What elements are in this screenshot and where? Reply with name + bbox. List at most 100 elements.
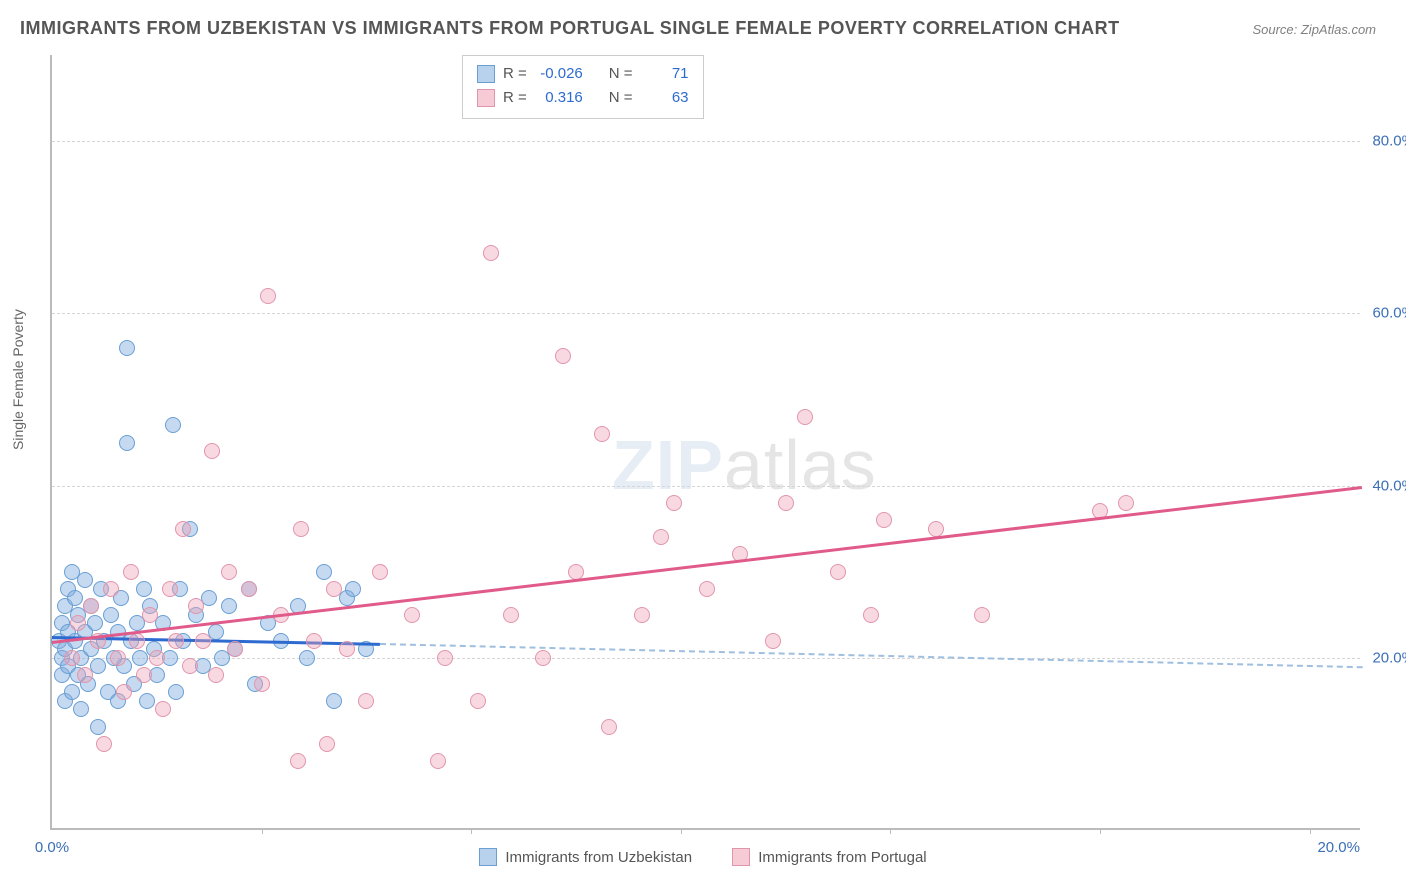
data-point: [77, 572, 93, 588]
data-point: [149, 650, 165, 666]
trend-line: [52, 486, 1362, 643]
data-point: [345, 581, 361, 597]
data-point: [430, 753, 446, 769]
data-point: [136, 581, 152, 597]
data-point: [555, 348, 571, 364]
x-tick-mark: [1310, 828, 1311, 834]
r-label: R =: [503, 86, 527, 110]
data-point: [299, 650, 315, 666]
data-point: [73, 701, 89, 717]
swatch-icon: [732, 848, 750, 866]
n-label: N =: [609, 62, 633, 86]
swatch-icon: [477, 89, 495, 107]
data-point: [123, 564, 139, 580]
data-point: [195, 633, 211, 649]
watermark-zip: ZIP: [612, 426, 724, 504]
data-point: [339, 641, 355, 657]
data-point: [863, 607, 879, 623]
swatch-icon: [477, 65, 495, 83]
data-point: [103, 581, 119, 597]
r-label: R =: [503, 62, 527, 86]
data-point: [162, 581, 178, 597]
data-point: [175, 521, 191, 537]
data-point: [182, 658, 198, 674]
data-point: [666, 495, 682, 511]
data-point: [503, 607, 519, 623]
data-point: [372, 564, 388, 580]
data-point: [90, 719, 106, 735]
legend-label: Immigrants from Portugal: [758, 849, 926, 866]
data-point: [116, 684, 132, 700]
data-point: [83, 598, 99, 614]
data-point: [316, 564, 332, 580]
data-point: [483, 245, 499, 261]
data-point: [765, 633, 781, 649]
data-point: [293, 521, 309, 537]
x-tick-mark: [1100, 828, 1101, 834]
y-tick-label: 80.0%: [1372, 133, 1406, 150]
data-point: [165, 417, 181, 433]
data-point: [601, 719, 617, 735]
data-point: [119, 340, 135, 356]
data-point: [974, 607, 990, 623]
data-point: [204, 443, 220, 459]
data-point: [470, 693, 486, 709]
data-point: [142, 607, 158, 623]
data-point: [227, 641, 243, 657]
data-point: [797, 409, 813, 425]
stats-row-uzbekistan: R = -0.026 N = 71: [477, 62, 689, 86]
legend-item-portugal: Immigrants from Portugal: [732, 848, 926, 866]
y-tick-label: 40.0%: [1372, 477, 1406, 494]
data-point: [110, 650, 126, 666]
data-point: [1118, 495, 1134, 511]
correlation-stats-box: R = -0.026 N = 71 R = 0.316 N = 63: [462, 55, 704, 119]
data-point: [103, 607, 119, 623]
data-point: [535, 650, 551, 666]
scatter-plot-area: ZIPatlas R = -0.026 N = 71 R = 0.316 N =…: [50, 55, 1360, 830]
y-tick-label: 60.0%: [1372, 305, 1406, 322]
data-point: [241, 581, 257, 597]
data-point: [358, 693, 374, 709]
data-point: [96, 736, 112, 752]
r-value: -0.026: [535, 62, 583, 86]
data-point: [830, 564, 846, 580]
data-point: [168, 633, 184, 649]
data-point: [155, 701, 171, 717]
data-point: [306, 633, 322, 649]
chart-title: IMMIGRANTS FROM UZBEKISTAN VS IMMIGRANTS…: [20, 18, 1120, 39]
data-point: [594, 426, 610, 442]
data-point: [64, 684, 80, 700]
n-label: N =: [609, 86, 633, 110]
data-point: [129, 633, 145, 649]
data-point: [778, 495, 794, 511]
data-point: [87, 615, 103, 631]
trend-line: [379, 643, 1362, 668]
stats-row-portugal: R = 0.316 N = 63: [477, 86, 689, 110]
bottom-legend: Immigrants from Uzbekistan Immigrants fr…: [0, 848, 1406, 870]
n-value: 63: [641, 86, 689, 110]
data-point: [221, 598, 237, 614]
data-point: [699, 581, 715, 597]
gridline: [52, 486, 1360, 487]
watermark: ZIPatlas: [612, 425, 877, 505]
x-tick-mark: [890, 828, 891, 834]
y-tick-label: 20.0%: [1372, 649, 1406, 666]
swatch-icon: [479, 848, 497, 866]
data-point: [928, 521, 944, 537]
data-point: [653, 529, 669, 545]
data-point: [326, 693, 342, 709]
data-point: [136, 667, 152, 683]
data-point: [260, 288, 276, 304]
data-point: [119, 435, 135, 451]
data-point: [67, 590, 83, 606]
source-attribution: Source: ZipAtlas.com: [1252, 22, 1376, 37]
x-tick-mark: [471, 828, 472, 834]
data-point: [634, 607, 650, 623]
n-value: 71: [641, 62, 689, 86]
data-point: [139, 693, 155, 709]
gridline: [52, 313, 1360, 314]
data-point: [64, 650, 80, 666]
data-point: [319, 736, 335, 752]
data-point: [208, 667, 224, 683]
data-point: [221, 564, 237, 580]
